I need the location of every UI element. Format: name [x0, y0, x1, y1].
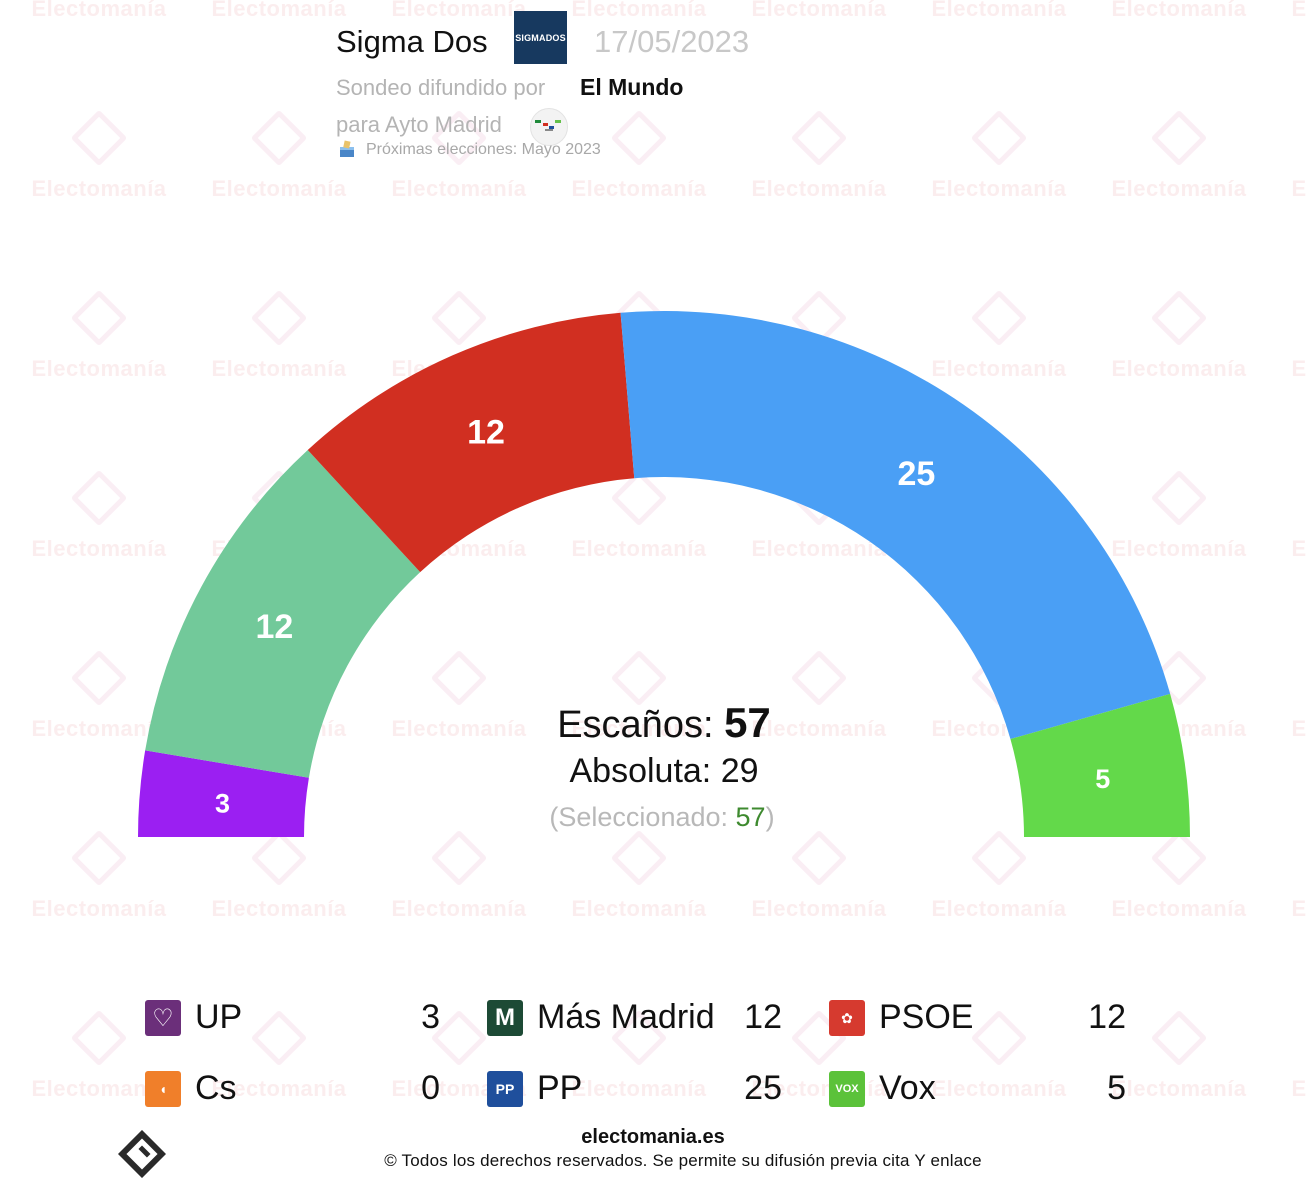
- selected-value: 57: [736, 802, 766, 832]
- heart-icon: ♡: [145, 1000, 181, 1036]
- legend-item: PP PP 25: [487, 1069, 827, 1111]
- legend-party-name: Cs: [195, 1069, 237, 1107]
- legend-party-seats: 3: [421, 998, 440, 1036]
- selected-label: (Seleccionado: 57): [549, 802, 774, 832]
- electomania-logo-icon: [118, 1130, 166, 1178]
- pp-icon: PP: [487, 1071, 523, 1107]
- legend-party-name: PP: [537, 1069, 583, 1107]
- seats-total-label: Escaños: 57: [557, 699, 771, 746]
- seats-total-value: 57: [724, 699, 771, 746]
- rose-icon: ✿: [829, 1000, 865, 1036]
- pollster-name: Sigma Dos: [336, 24, 488, 59]
- arc-segment-pp: [620, 311, 1171, 740]
- arc-segment-vox: [1010, 693, 1190, 837]
- legend-item: VOX Vox 5: [829, 1069, 1169, 1111]
- legend-party-name: Vox: [879, 1069, 936, 1107]
- arc-seat-label: 5: [1095, 764, 1110, 794]
- city-logo-icon: [530, 108, 568, 146]
- next-elections-text: Próximas elecciones: Mayo 2023: [366, 141, 601, 158]
- pollster-logo: SIGMADOS: [514, 11, 567, 64]
- arc-seat-label: 25: [898, 455, 936, 493]
- vox-icon: VOX: [829, 1071, 865, 1107]
- legend-party-name: PSOE: [879, 998, 974, 1036]
- poll-scope: para Ayto Madrid: [336, 112, 502, 137]
- arc-seat-label: 12: [255, 608, 293, 646]
- arc-seat-label: 12: [467, 413, 505, 451]
- legend-item: ♡ UP 3: [145, 998, 485, 1040]
- legend-item: M Más Madrid 12: [487, 998, 827, 1040]
- arc-seat-label: 3: [215, 788, 230, 818]
- arc-segment-m-s-madrid: [145, 450, 421, 778]
- majority-label: Absoluta: 29: [569, 752, 758, 790]
- site-name: electomania.es: [581, 1126, 725, 1148]
- legend-item: ◖ Cs 0: [145, 1069, 485, 1111]
- legend-party-seats: 25: [744, 1069, 782, 1107]
- legend-party-seats: 0: [421, 1069, 440, 1107]
- copyright-text: © Todos los derechos reservados. Se perm…: [384, 1151, 982, 1170]
- ballot-box-icon: [340, 140, 354, 157]
- legend-party-seats: 5: [1107, 1069, 1126, 1107]
- legend-party-name: UP: [195, 998, 243, 1036]
- media-name: El Mundo: [580, 74, 684, 100]
- mas-madrid-icon: M: [487, 1000, 523, 1036]
- legend-item: ✿ PSOE 12: [829, 998, 1169, 1040]
- arc-segment-psoe: [307, 312, 635, 573]
- cs-icon: ◖: [145, 1071, 181, 1107]
- legend-party-seats: 12: [1088, 998, 1126, 1036]
- legend-party-name: Más Madrid: [537, 998, 715, 1036]
- legend-party-seats: 12: [744, 998, 782, 1036]
- broadcast-prefix: Sondeo difundido por: [336, 75, 546, 100]
- arc-segment-up: [138, 750, 309, 837]
- poll-date: 17/05/2023: [594, 24, 750, 59]
